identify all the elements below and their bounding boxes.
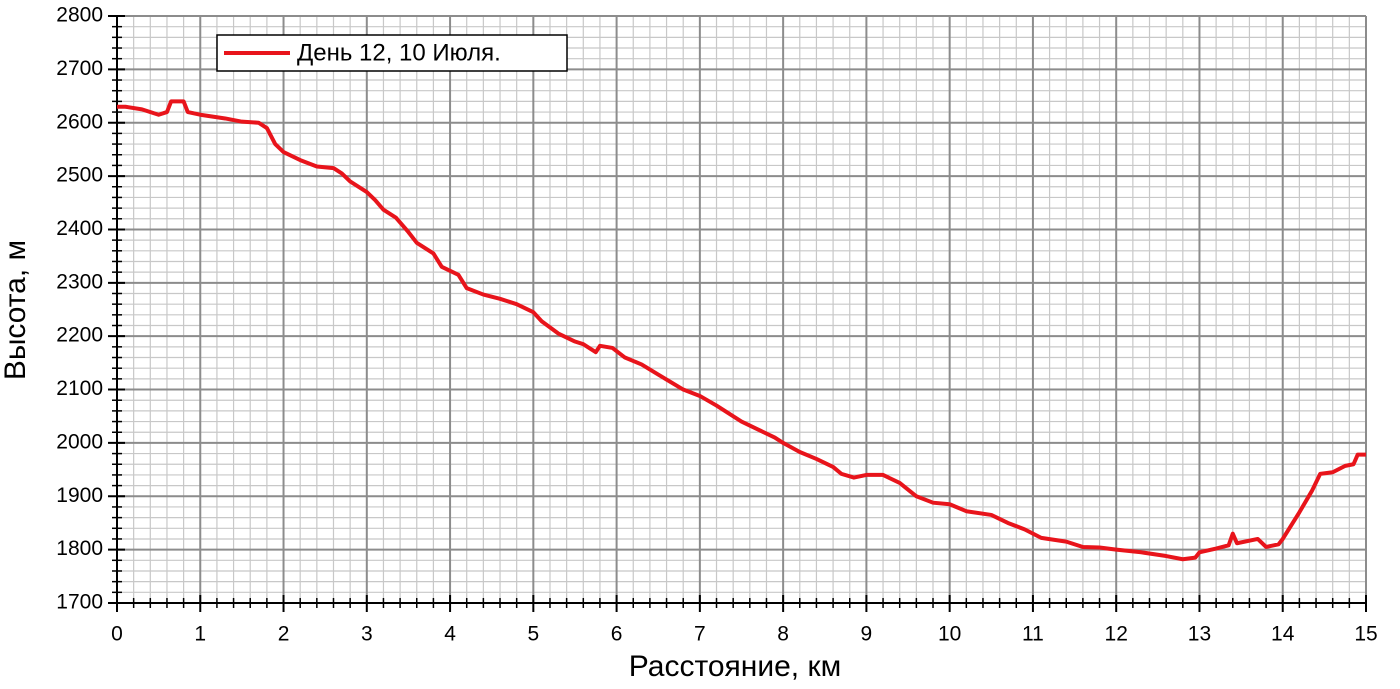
x-tick-label: 12 [1105, 623, 1128, 646]
x-tick-label: 15 [1354, 623, 1377, 646]
x-tick-label: 14 [1271, 623, 1295, 646]
x-axis-title: Расстояние, км [629, 650, 841, 683]
x-tick-label: 4 [444, 623, 456, 646]
y-tick-label: 1800 [56, 537, 103, 560]
x-tick-label: 10 [938, 623, 961, 646]
y-tick-label: 1900 [56, 484, 103, 507]
y-axis-title: Высота, м [0, 240, 32, 380]
line-series [117, 99, 1366, 562]
x-tick-label: 0 [111, 623, 123, 646]
x-tick-label: 6 [611, 623, 623, 646]
x-tick-label: 2 [278, 623, 290, 646]
x-tick-label: 13 [1188, 623, 1211, 646]
x-tick-label: 11 [1022, 623, 1044, 646]
x-tick-label: 7 [694, 623, 706, 646]
y-tick-label: 2300 [56, 270, 103, 293]
legend-label: День 12, 10 Июля. [297, 39, 501, 66]
y-tick-label: 2800 [56, 4, 103, 27]
x-tick-label: 3 [361, 623, 373, 646]
y-tick-label: 2500 [56, 164, 103, 187]
legend: День 12, 10 Июля. [216, 34, 568, 72]
x-tick-label: 9 [861, 623, 873, 646]
x-tick-label: 8 [777, 623, 789, 646]
y-tick-label: 1700 [56, 591, 103, 614]
y-tick-label: 2000 [56, 430, 103, 453]
x-tick-label: 5 [527, 623, 539, 646]
y-tick-label: 2200 [56, 324, 103, 347]
x-tick-label: 1 [194, 623, 206, 646]
y-tick-label: 2400 [56, 217, 103, 240]
y-tick-label: 2100 [56, 377, 103, 400]
y-tick-label: 2600 [56, 110, 103, 133]
plot-area [117, 16, 1366, 603]
y-tick-label: 2700 [56, 57, 103, 80]
